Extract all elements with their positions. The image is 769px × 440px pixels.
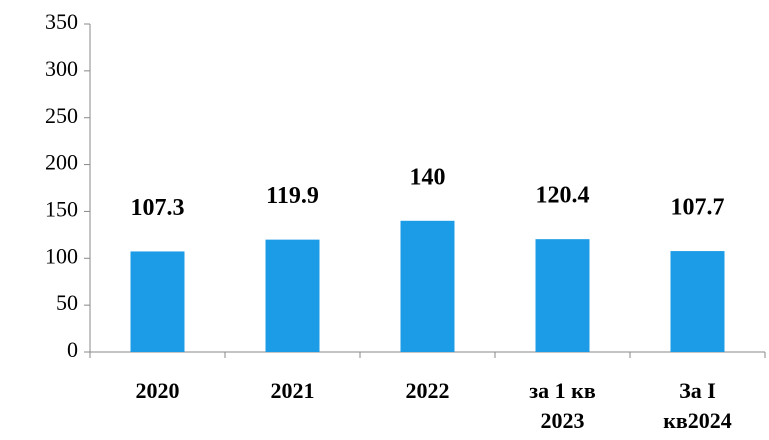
bar xyxy=(535,239,590,352)
x-tick-label: За I кв2024 xyxy=(663,378,732,433)
bar xyxy=(130,251,185,352)
value-label: 107.3 xyxy=(131,195,185,221)
y-tick-label: 250 xyxy=(45,103,78,128)
y-tick-label: 100 xyxy=(45,243,78,268)
y-tick-label: 50 xyxy=(56,290,78,315)
value-label: 107.7 xyxy=(671,195,725,221)
y-tick-label: 350 xyxy=(45,9,78,34)
y-tick-label: 0 xyxy=(67,337,78,362)
y-tick-label: 200 xyxy=(45,150,78,175)
bar xyxy=(265,239,320,352)
x-tick-label: 2021 xyxy=(270,378,315,403)
value-label: 140 xyxy=(410,164,446,190)
x-tick-label: 2020 xyxy=(135,378,180,403)
bar xyxy=(400,220,455,352)
value-label: 119.9 xyxy=(266,183,319,209)
x-tick-label: за 1 кв 2023 xyxy=(529,378,596,433)
x-tick-label: 2022 xyxy=(405,378,450,403)
value-label: 120.4 xyxy=(536,183,590,209)
y-tick-label: 300 xyxy=(45,56,78,81)
y-tick-label: 150 xyxy=(45,196,78,221)
bar xyxy=(670,251,725,352)
